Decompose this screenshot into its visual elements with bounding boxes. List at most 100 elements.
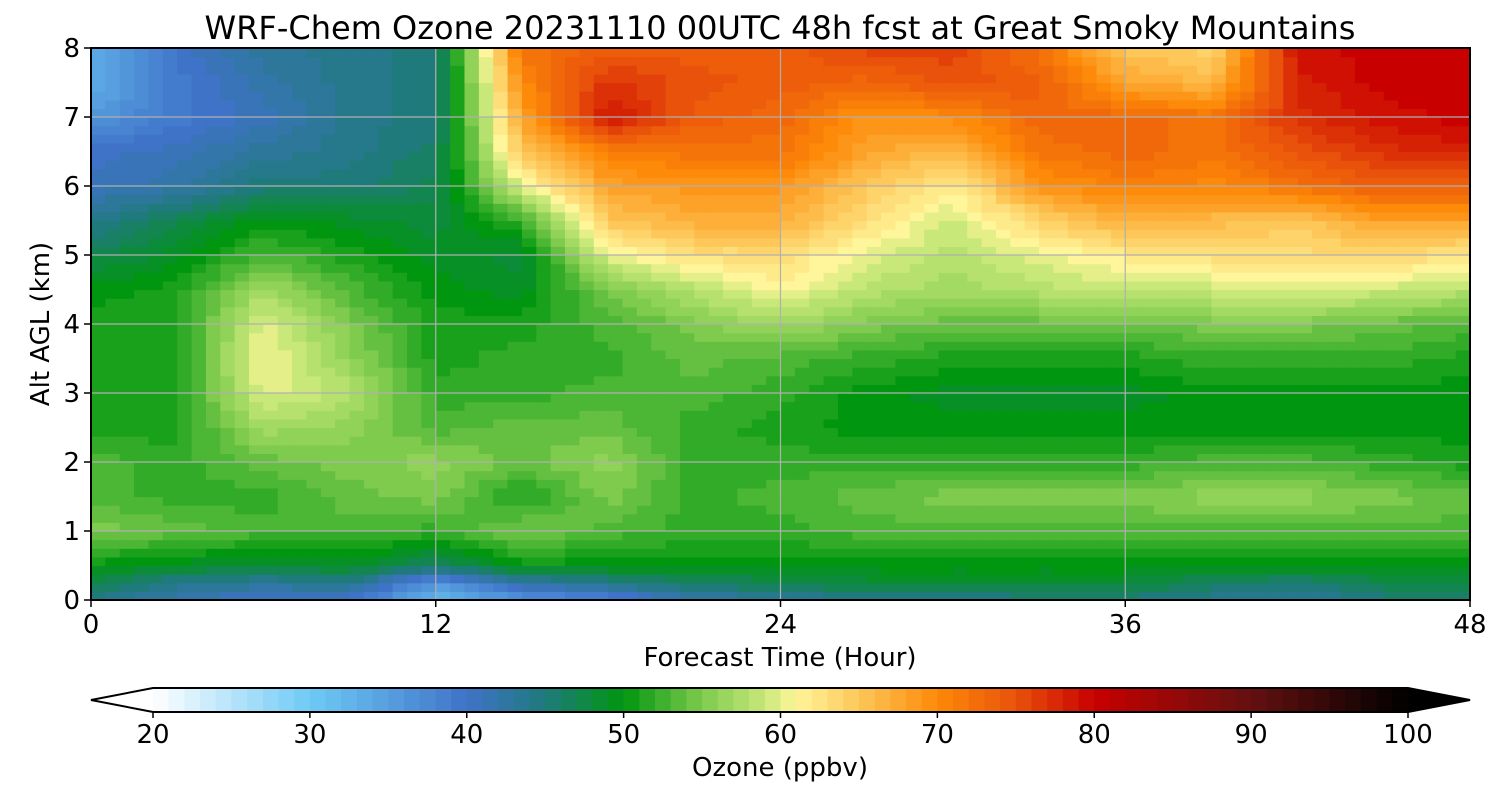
heat-cell — [119, 220, 135, 230]
heat-cell — [521, 203, 537, 213]
heat-cell — [1297, 436, 1313, 446]
heat-cell — [723, 237, 738, 247]
heat-cell — [1297, 479, 1313, 489]
heat-cell — [823, 315, 839, 325]
heat-cell — [550, 315, 566, 325]
heat-cell — [895, 203, 911, 213]
heat-cell — [177, 513, 193, 523]
heat-cell — [565, 280, 580, 291]
heat-cell — [536, 306, 552, 316]
heat-cell — [837, 384, 853, 394]
heat-cell — [751, 367, 767, 377]
heat-cell — [1024, 186, 1040, 196]
heat-cell — [1197, 375, 1213, 385]
heat-cell — [378, 539, 394, 549]
heat-cell — [407, 384, 422, 394]
heat-cell — [1096, 513, 1112, 523]
heat-cell — [177, 427, 193, 437]
heat-cell — [967, 246, 983, 256]
heat-cell — [1082, 349, 1098, 360]
heat-cell — [1426, 255, 1442, 265]
heat-cell — [493, 280, 509, 291]
heat-cell — [1426, 168, 1442, 178]
heat-cell — [450, 531, 466, 541]
heat-cell — [134, 367, 150, 377]
heat-cell — [392, 168, 408, 178]
heat-cell — [967, 168, 983, 178]
heat-cell — [378, 194, 394, 204]
heat-cell — [924, 410, 940, 420]
heat-cell — [737, 556, 753, 567]
heat-cell — [1225, 349, 1241, 360]
heat-cell — [1355, 556, 1371, 567]
heat-cell — [809, 556, 825, 567]
heat-cell — [1311, 410, 1327, 420]
heat-cell — [1010, 229, 1026, 239]
heat-cell — [723, 384, 738, 394]
heat-cell — [335, 427, 351, 437]
heat-cell — [780, 332, 796, 342]
heat-cell — [450, 410, 466, 420]
heat-cell — [1024, 289, 1040, 299]
heat-cell — [579, 289, 595, 299]
heat-cell — [737, 168, 753, 178]
heat-cell — [320, 453, 336, 463]
heat-cell — [651, 306, 667, 316]
heat-cell — [277, 401, 293, 411]
heat-cell — [1398, 582, 1414, 592]
heat-cell — [536, 255, 552, 265]
heat-cell — [679, 358, 695, 368]
heat-cell — [450, 591, 466, 600]
heat-cell — [363, 151, 379, 161]
heat-cell — [723, 306, 738, 316]
heat-cell — [1283, 375, 1299, 385]
heat-cell — [162, 582, 178, 592]
heat-cell — [119, 315, 135, 325]
heat-cell — [1254, 513, 1270, 523]
heat-cell — [909, 246, 925, 256]
heat-cell — [995, 410, 1011, 420]
heat-cell — [780, 427, 796, 437]
heat-cell — [809, 548, 825, 558]
heat-cell — [794, 565, 810, 575]
heat-cell — [1297, 194, 1313, 204]
heat-cell — [723, 462, 738, 472]
heat-cell — [1096, 505, 1112, 515]
heat-cell — [665, 177, 681, 187]
heat-cell — [665, 505, 681, 515]
heat-cell — [651, 479, 667, 489]
heat-cell — [579, 237, 595, 247]
heat-cell — [478, 341, 494, 351]
heat-cell — [1268, 384, 1284, 394]
heat-cell — [694, 272, 710, 282]
heat-cell — [723, 556, 738, 567]
heat-cell — [1182, 220, 1198, 230]
heat-cell — [1039, 418, 1055, 429]
heat-cell — [464, 513, 480, 523]
heat-cell — [292, 220, 308, 230]
heat-cell — [952, 393, 968, 403]
heat-cell — [1139, 280, 1155, 291]
heat-cell — [1441, 453, 1457, 463]
heat-cell — [1225, 505, 1241, 515]
heat-cell — [1053, 151, 1069, 161]
heat-cell — [1240, 453, 1256, 463]
heat-cell — [909, 513, 925, 523]
heat-cell — [1441, 548, 1457, 558]
heat-cell — [579, 591, 595, 600]
heat-cell — [1225, 315, 1241, 325]
heat-cell — [1110, 315, 1126, 325]
heat-cell — [1326, 375, 1342, 385]
heat-cell — [277, 427, 293, 437]
heat-cell — [1225, 367, 1241, 377]
heat-cell — [924, 487, 940, 498]
heat-cell — [694, 229, 710, 239]
heat-cell — [220, 401, 236, 411]
heat-cell — [450, 453, 466, 463]
heat-cell — [1326, 462, 1342, 472]
heat-cell — [895, 349, 911, 360]
heat-cell — [392, 591, 408, 600]
heat-cell — [909, 462, 925, 472]
heat-cell — [349, 565, 365, 575]
heat-cell — [205, 186, 221, 196]
